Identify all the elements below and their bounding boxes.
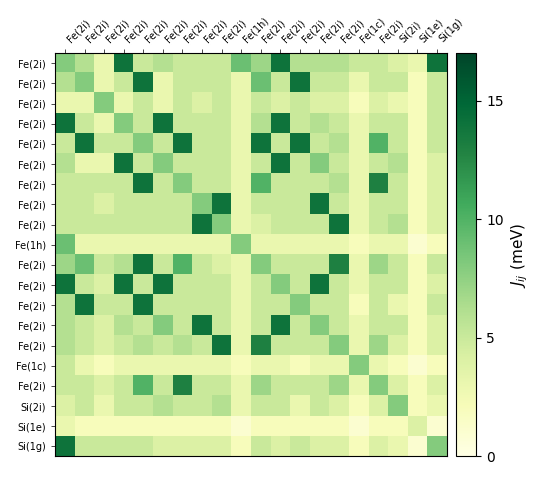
Y-axis label: $J_{ij}$ (meV): $J_{ij}$ (meV) (509, 222, 530, 288)
